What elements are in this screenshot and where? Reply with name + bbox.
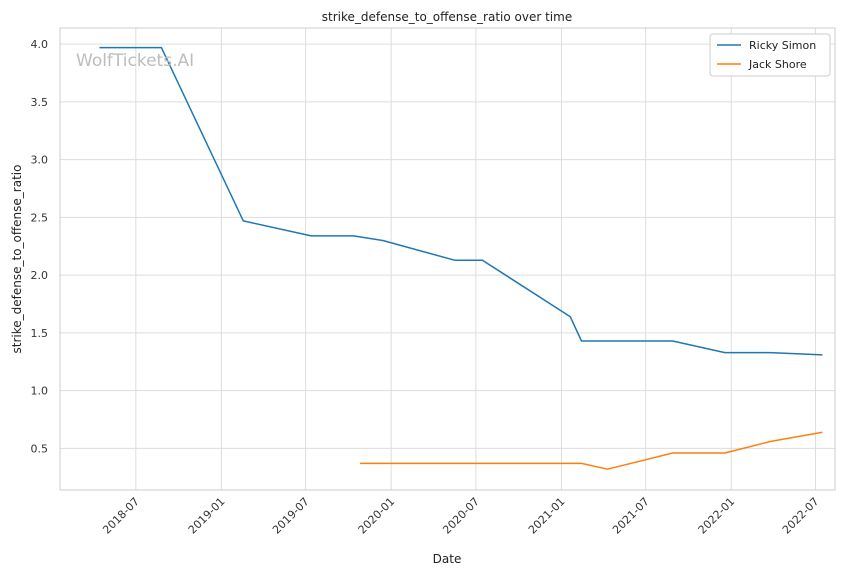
x-tick-label: 2022-07	[780, 495, 822, 537]
legend-label-jack-shore: Jack Shore	[748, 58, 807, 71]
y-tick-label: 1.5	[31, 327, 49, 340]
series-lines	[99, 46, 823, 470]
series-line-jack-shore	[360, 431, 823, 470]
series-line-ricky-simon	[99, 46, 823, 356]
y-axis-ticks: 0.5 1.0 1.5 2.0 2.5 3.0 3.5 4.0	[31, 38, 49, 455]
plot-area-frame	[59, 27, 836, 491]
y-tick-label: 0.5	[31, 442, 49, 455]
x-tick-label: 2020-01	[356, 495, 398, 537]
legend: Ricky Simon Jack Shore	[709, 33, 831, 77]
x-tick-label: 2019-01	[186, 495, 228, 537]
x-axis-ticks: 2018-07 2019-01 2019-07 2020-01 2020-07 2021-…	[100, 495, 821, 537]
watermark: WolfTickets.AI	[76, 51, 194, 71]
x-tick-label: 2018-07	[100, 495, 142, 537]
y-tick-label: 4.0	[31, 38, 49, 51]
y-tick-label: 1.0	[31, 385, 49, 398]
x-tick-label: 2021-07	[610, 495, 652, 537]
y-axis-label: strike_defense_to_offense_ratio	[10, 165, 24, 354]
x-tick-label: 2020-07	[440, 495, 482, 537]
x-tick-label: 2022-01	[696, 495, 738, 537]
chart-title: strike_defense_to_offense_ratio over tim…	[322, 10, 572, 24]
x-tick-label: 2019-07	[270, 495, 312, 537]
y-tick-label: 3.5	[31, 96, 49, 109]
y-tick-label: 2.5	[31, 211, 49, 224]
legend-label-ricky-simon: Ricky Simon	[749, 39, 816, 52]
x-tick-label: 2021-01	[526, 495, 568, 537]
y-tick-label: 2.0	[31, 269, 49, 282]
y-tick-label: 3.0	[31, 154, 49, 167]
x-axis-label: Date	[433, 552, 462, 566]
grid	[60, 28, 835, 490]
